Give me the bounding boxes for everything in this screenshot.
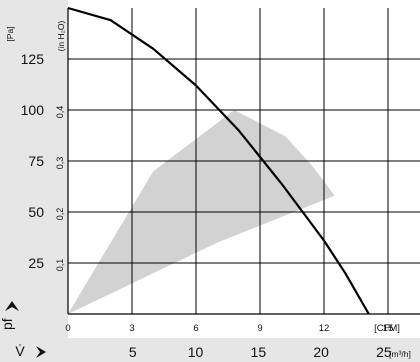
y-tick-pa-0: 25 [28, 255, 44, 271]
grid [67, 8, 420, 315]
y-tick-inh2o-1: 0,2 [55, 208, 65, 221]
x-tick-cfm-2: 6 [193, 323, 198, 334]
x-tick-m3h-0: 5 [129, 344, 137, 360]
y-axis-band [0, 0, 68, 362]
x-tick-cfm-0: 0 [65, 323, 70, 334]
x-tick-m3h-1: 10 [188, 344, 204, 360]
y-tick-pa-1: 50 [28, 204, 44, 220]
tick-labels: 25 50 75 100 125 0,1 0,2 0,3 0,4 0 3 6 9 12 15 5 10 15 20 2… [21, 51, 394, 360]
x-tick-cfm-3: 9 [257, 323, 262, 334]
x-tick-m3h-3: 20 [313, 344, 329, 360]
x-tick-m3h-2: 15 [251, 344, 267, 360]
performance-curve-line [67, 6, 370, 315]
x-tick-cfm-1: 3 [129, 323, 134, 334]
x-unit-cfm: [CFM] [374, 323, 400, 334]
performance-curve [67, 6, 370, 315]
x-axis-band [0, 338, 420, 362]
x-tick-cfm-5: 15 [383, 323, 394, 334]
y-tick-inh2o-2: 0,3 [55, 157, 65, 170]
y-tick-pa-4: 125 [21, 51, 45, 67]
y-unit-pa: [Pa] [5, 26, 15, 41]
x-tick-cfm-4: 12 [319, 323, 330, 334]
y-unit-inh2o: (in H₂O) [56, 20, 66, 51]
y-tick-inh2o-0: 0,1 [55, 259, 65, 272]
y-tick-inh2o-3: 0,4 [55, 106, 65, 119]
y-tick-pa-3: 100 [21, 102, 45, 118]
y-tick-pa-2: 75 [28, 153, 44, 169]
x-symbol: V̇ [15, 343, 25, 359]
y-arrow-icon [5, 301, 19, 311]
x-arrow-icon [36, 346, 46, 358]
x-unit-m3h: [m³/h] [389, 349, 411, 359]
x-tick-m3h-4: 25 [376, 344, 392, 360]
y-symbol: pf [0, 318, 15, 330]
